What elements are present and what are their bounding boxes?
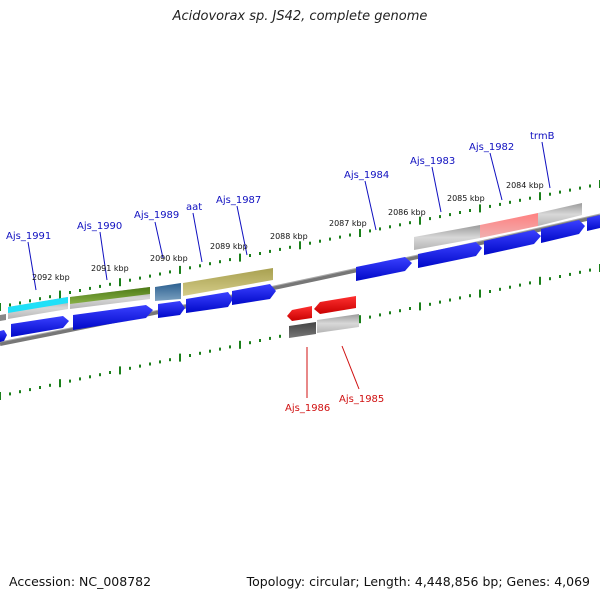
feature-block [0,314,6,321]
forward-gene [541,220,585,243]
kbp-label: 2092 kbp [32,273,70,282]
gene-label: Ajs_1986 [285,403,330,414]
feature-block-cyan-top [8,297,68,313]
kbp-label: 2087 kbp [329,219,367,228]
gene-label: Ajs_1984 [344,170,389,181]
forward-gene [356,257,412,281]
gene-label: Ajs_1982 [469,142,514,153]
kbp-label: 2086 kbp [388,208,426,217]
forward-gene-track [0,215,600,342]
gene-label: trmB [530,131,555,142]
feature-block-gray [538,203,582,226]
forward-gene [186,292,233,313]
gene-label: Ajs_1983 [410,156,455,167]
reverse-gene [287,306,312,321]
kbp-label: 2085 kbp [447,194,485,203]
gene-label: Ajs_1991 [6,231,51,242]
feature-block-olive-top [70,287,150,304]
forward-gene [484,230,541,255]
topology-summary: Topology: circular; Length: 4,448,856 bp… [246,574,590,589]
reverse-feature [317,314,359,333]
feature-block-steel [155,283,181,301]
forward-gene [418,242,482,268]
gene-label: Ajs_1987 [216,195,261,206]
forward-gene [158,301,185,318]
kbp-label: 2089 kbp [210,242,248,251]
feature-block-khaki [183,268,273,296]
reverse-gene-track [287,296,359,338]
feature-track [0,203,582,321]
forward-gene [232,284,276,305]
upper-tick-ring [0,180,600,311]
kbp-label: 2090 kbp [150,254,188,263]
reverse-feature [289,322,316,338]
gene-label: Ajs_1990 [77,221,122,232]
reverse-gene [314,296,356,314]
feature-block-gray [414,225,480,250]
gene-label: Ajs_1985 [339,394,384,405]
forward-gene [11,316,69,337]
feature-block-pink [480,213,538,238]
gene-label: aat [186,202,202,213]
forward-label-leaders [27,141,551,291]
gene-label: Ajs_1989 [134,210,179,221]
kbp-label: 2084 kbp [506,181,544,190]
map-title: Acidovorax sp. JS42, complete genome [172,9,428,24]
kbp-label: 2088 kbp [270,232,308,241]
accession-text: Accession: NC_008782 [9,574,152,589]
forward-gene [73,305,153,330]
kbp-label: 2091 kbp [91,264,129,273]
forward-gene [587,215,600,231]
forward-gene [0,330,7,342]
reverse-label-leaders [306,345,360,398]
